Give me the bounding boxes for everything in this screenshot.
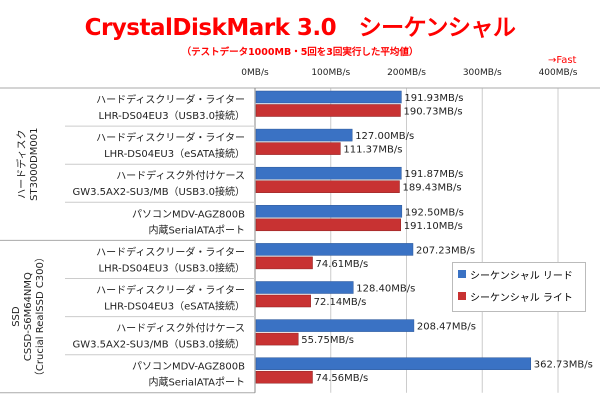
data-label: 127.00MB/s bbox=[355, 131, 414, 142]
x-tick-label: 0MB/s bbox=[241, 68, 269, 78]
group-label: （Crucial RealSSD C300） bbox=[34, 252, 46, 381]
bar-write bbox=[255, 370, 313, 384]
group-label: ST3000DM001 bbox=[29, 128, 40, 201]
data-label: 190.73MB/s bbox=[403, 107, 462, 118]
bar-write bbox=[255, 332, 299, 346]
category-label-line1: ハードディスクリーダ・ライター bbox=[96, 93, 245, 106]
data-label: 111.37MB/s bbox=[343, 145, 402, 156]
x-tick-label: 400MB/s bbox=[539, 68, 578, 78]
category-label-line1: ハードディスクリーダ・ライター bbox=[96, 245, 245, 258]
group-label: ハードディスク bbox=[15, 130, 28, 199]
category-label-line2: GW3.5AX2-SU3/MB（USB3.0接続） bbox=[72, 185, 245, 198]
legend: シーケンシャル リード シーケンシャル ライト bbox=[452, 262, 586, 312]
category-label-line1: パソコンMDV-AGZ800B bbox=[132, 361, 245, 373]
data-label: 208.47MB/s bbox=[417, 322, 476, 333]
data-label: 207.23MB/s bbox=[416, 245, 475, 256]
data-label: 191.10MB/s bbox=[404, 221, 463, 232]
bar-write bbox=[255, 142, 341, 155]
category-label-line2: LHR-DS04EU3（USB3.0接続） bbox=[99, 261, 245, 274]
data-label: 191.87MB/s bbox=[404, 169, 463, 180]
x-tick-label: 300MB/s bbox=[463, 68, 502, 78]
category-label-line2: GW3.5AX2-SU3/MB（USB3.0接続） bbox=[72, 338, 245, 351]
category-label-line2: LHR-DS04EU3（USB3.0接続） bbox=[99, 109, 245, 122]
data-label: 74.56MB/s bbox=[315, 373, 368, 384]
data-label: 128.40MB/s bbox=[356, 284, 415, 295]
x-tick-label: 100MB/s bbox=[311, 68, 350, 78]
data-label: 72.14MB/s bbox=[314, 297, 367, 308]
category-label-line2: LHR-DS04EU3（eSATA接続） bbox=[104, 147, 245, 160]
bar-write bbox=[255, 218, 402, 232]
legend-item-read: シーケンシャル リード bbox=[453, 263, 585, 285]
bar-write bbox=[255, 256, 313, 270]
bar-read bbox=[255, 243, 414, 256]
category-label-line1: ハードディスクリーダ・ライター bbox=[96, 131, 245, 144]
category-label-line2: 内蔵SerialATAポート bbox=[148, 376, 245, 389]
data-label: 55.75MB/s bbox=[301, 335, 354, 346]
fast-annotation: →Fast bbox=[548, 55, 577, 66]
legend-swatch-read bbox=[458, 270, 466, 278]
category-label-line2: LHR-DS04EU3（eSATA接続） bbox=[104, 300, 245, 313]
category-label-line1: ハードディスク外付けケース bbox=[116, 322, 245, 335]
bar-read bbox=[255, 281, 354, 294]
bar-read bbox=[255, 90, 402, 104]
bar-read bbox=[255, 128, 353, 142]
legend-swatch-write bbox=[458, 292, 466, 300]
group-label: SSD bbox=[11, 306, 22, 327]
chart-subtitle: （テストデータ1000MB・5回を3回実行した平均値） bbox=[181, 47, 419, 58]
x-tick-label: 200MB/s bbox=[387, 68, 426, 78]
data-label: 189.43MB/s bbox=[402, 183, 461, 194]
chart-title: CrystalDiskMark 3.0 シーケンシャル bbox=[84, 15, 516, 41]
data-label: 362.73MB/s bbox=[534, 360, 593, 371]
category-label-line1: パソコンMDV-AGZ800B bbox=[132, 208, 245, 220]
bar-write bbox=[255, 104, 401, 117]
bar-write bbox=[255, 294, 311, 308]
category-label-line2: 内蔵SerialATAポート bbox=[148, 223, 245, 236]
data-label: 192.50MB/s bbox=[405, 207, 464, 218]
bar-write bbox=[255, 180, 400, 193]
data-label: 191.93MB/s bbox=[404, 93, 463, 104]
bar-read bbox=[255, 166, 402, 180]
data-label: 74.61MB/s bbox=[316, 259, 369, 270]
category-label-line1: ハードディスク外付けケース bbox=[116, 169, 245, 182]
bar-read bbox=[255, 205, 403, 218]
group-label: CSSD-S6M64NMQ bbox=[23, 272, 34, 361]
legend-label-read: シーケンシャル リード bbox=[470, 270, 573, 282]
category-label-line1: ハードディスクリーダ・ライター bbox=[96, 284, 245, 297]
legend-item-write: シーケンシャル ライト bbox=[453, 285, 585, 307]
bar-read bbox=[255, 357, 532, 370]
bar-read bbox=[255, 319, 415, 332]
legend-label-write: シーケンシャル ライト bbox=[470, 292, 573, 304]
